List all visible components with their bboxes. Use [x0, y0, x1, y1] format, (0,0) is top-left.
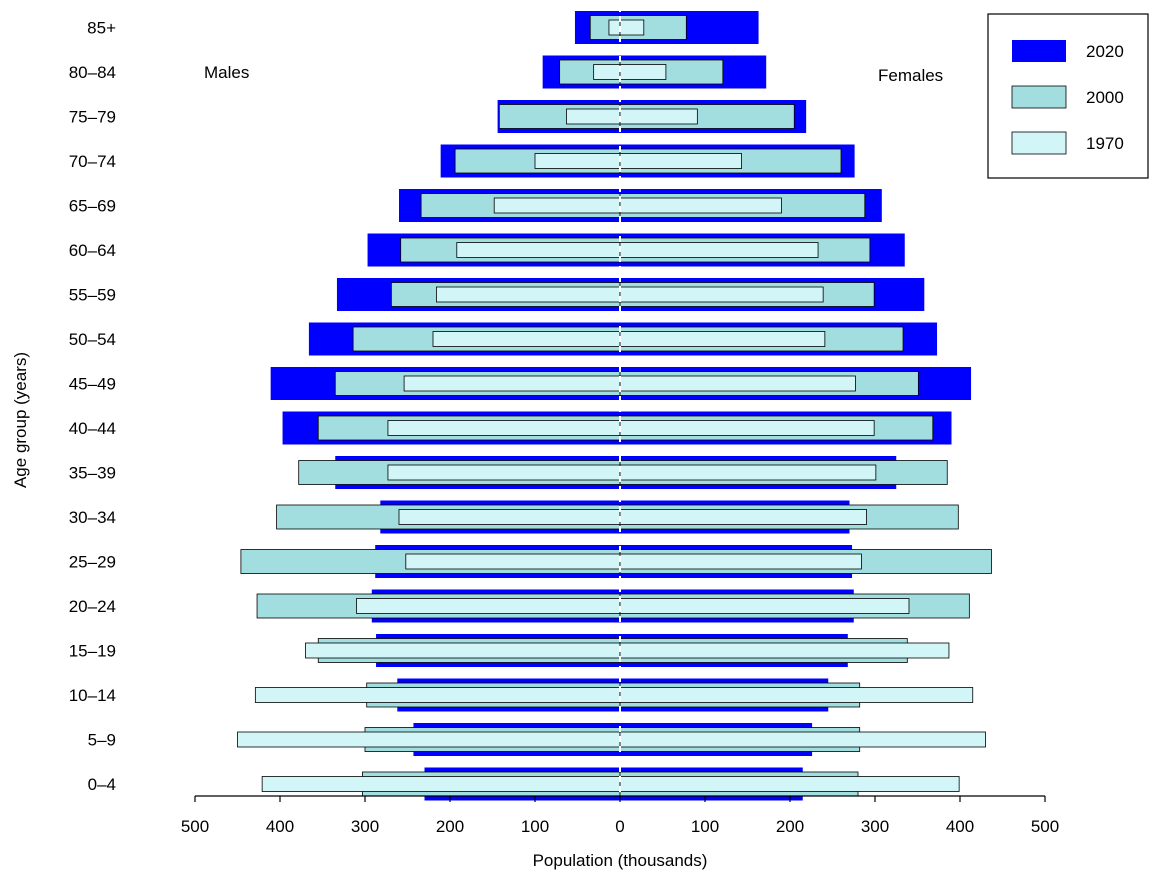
females-label: Females: [878, 66, 943, 85]
bar-male-1970-8: [387, 420, 621, 436]
x-tick-label-4: 100: [521, 817, 549, 836]
bar-male-1970-7: [387, 464, 621, 481]
legend-swatch-2000: [1011, 85, 1067, 109]
bar-male-1970-5: [405, 553, 621, 570]
age-label-3: 15–19: [69, 642, 116, 661]
bar-male-1970-0: [261, 776, 621, 792]
bar-female-1970-6: [619, 509, 867, 525]
bar-female-1970-11: [619, 286, 824, 303]
legend-swatch-1970: [1011, 131, 1067, 155]
legend-label-1970: 1970: [1086, 134, 1124, 153]
legend-items: 2020 2000 1970: [1011, 40, 1124, 155]
bar-male-1970-13: [493, 197, 621, 214]
bar-female-1970-16: [619, 64, 667, 80]
males-label: Males: [204, 63, 249, 82]
x-tick-label-2: 300: [351, 817, 379, 836]
bar-female-1970-7: [619, 464, 877, 481]
bars-layer: [237, 11, 992, 801]
bar-female-1970-12: [619, 242, 819, 258]
age-label-6: 30–34: [69, 508, 116, 527]
age-label-11: 55–59: [69, 286, 116, 305]
legend-label-2020: 2020: [1086, 42, 1124, 61]
bar-male-1970-15: [566, 108, 621, 125]
legend-label-2000: 2000: [1086, 88, 1124, 107]
bar-female-1970-2: [619, 687, 974, 703]
bar-male-1970-9: [403, 375, 621, 392]
legend-swatch-2020: [1012, 40, 1066, 62]
bar-male-1970-4: [356, 598, 621, 614]
y-axis-title: Age group (years): [11, 352, 30, 488]
age-label-0: 0–4: [88, 775, 116, 794]
x-tick-label-6: 100: [691, 817, 719, 836]
bar-female-1970-0: [619, 776, 960, 792]
x-tick-label-8: 300: [861, 817, 889, 836]
bar-male-1970-2: [254, 687, 621, 703]
age-group-labels: 0–4 5–9 10–14 15–19 20–24 25–29 30–34 35–39 40–4…: [69, 19, 116, 795]
x-tick-label-10: 500: [1031, 817, 1059, 836]
bar-female-1970-13: [619, 197, 782, 214]
bar-female-1970-1: [619, 731, 986, 748]
age-label-7: 35–39: [69, 464, 116, 483]
bar-male-1970-16: [593, 64, 621, 80]
bar-female-1970-15: [619, 108, 698, 125]
x-axis-title: Population (thousands): [533, 851, 708, 870]
bar-male-1970-6: [398, 509, 621, 525]
age-label-5: 25–29: [69, 553, 116, 572]
age-label-15: 75–79: [69, 108, 116, 127]
age-label-9: 45–49: [69, 375, 116, 394]
bar-male-1970-11: [435, 286, 621, 303]
bar-female-1970-9: [619, 375, 856, 392]
age-label-1: 5–9: [88, 731, 116, 750]
age-label-10: 50–54: [69, 330, 116, 349]
x-tick-label-9: 400: [946, 817, 974, 836]
x-tick-label-1: 400: [266, 817, 294, 836]
age-label-14: 70–74: [69, 152, 116, 171]
bar-female-1970-14: [619, 153, 742, 169]
bar-female-1970-4: [619, 598, 910, 614]
age-label-17: 85+: [87, 19, 116, 38]
x-tick-label-5: 0: [615, 817, 624, 836]
x-tick-label-7: 200: [776, 817, 804, 836]
x-tick-label-0: 500: [181, 817, 209, 836]
age-label-8: 40–44: [69, 419, 116, 438]
bar-female-1970-5: [619, 553, 862, 570]
legend: 2020 2000 1970: [987, 13, 1149, 179]
bar-female-1970-3: [619, 642, 950, 659]
x-tick-label-3: 200: [436, 817, 464, 836]
bar-male-1970-10: [432, 331, 621, 347]
age-label-2: 10–14: [69, 686, 116, 705]
bar-female-1970-10: [619, 331, 826, 347]
bar-male-1970-1: [237, 731, 621, 748]
x-axis: 500 400 300 200 100 0 100 200 300 400 500: [181, 795, 1059, 836]
bar-male-1970-14: [534, 153, 621, 169]
bar-female-1970-17: [619, 19, 645, 36]
age-label-4: 20–24: [69, 597, 116, 616]
bar-male-1970-12: [456, 242, 621, 258]
age-label-12: 60–64: [69, 241, 116, 260]
bar-female-1970-8: [619, 420, 875, 436]
age-label-13: 65–69: [69, 197, 116, 216]
bar-male-1970-17: [608, 19, 621, 36]
age-label-16: 80–84: [69, 63, 116, 82]
bar-male-1970-3: [305, 642, 621, 659]
